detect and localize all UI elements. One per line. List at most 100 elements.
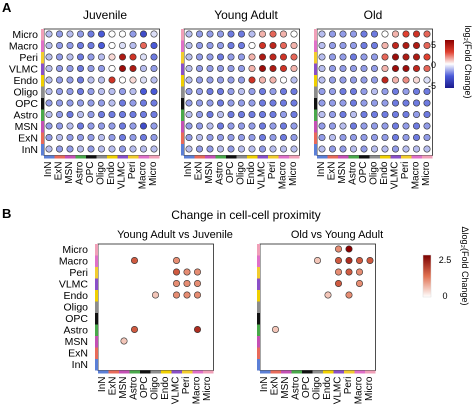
col-color-oligo [236, 155, 247, 159]
heatmap-dot [269, 111, 277, 119]
proximity-dot [334, 245, 342, 253]
row-color-peri [181, 52, 184, 64]
heatmap-dot [87, 145, 95, 153]
heatmap-dot [45, 134, 53, 142]
col-tick-label: VLMC [333, 377, 344, 405]
row-color-endo [314, 75, 317, 87]
heatmap-dot [339, 65, 347, 73]
heatmap-dot [402, 122, 410, 130]
heatmap-dot [318, 122, 326, 130]
heatmap-dot [349, 76, 357, 84]
colorbar-a-label: log₂(Fold Change) [463, 25, 473, 98]
proximity-dot [194, 291, 202, 299]
heatmap-dot [108, 99, 116, 107]
heatmap-dot [402, 99, 410, 107]
heatmap-dot [290, 30, 298, 38]
col-tick-label: Micro [288, 161, 299, 186]
proximity-dot [173, 256, 181, 264]
col-tick-label: VLMC [117, 162, 128, 190]
col-tick-label: Oligo [150, 376, 161, 400]
heatmap-dot [328, 145, 336, 153]
heatmap-dot [108, 134, 116, 142]
col-tick-label: Macro [192, 376, 203, 404]
heatmap-dot [318, 88, 326, 96]
heatmap-dot [370, 76, 378, 84]
heatmap-dot [279, 53, 287, 61]
col-tick-label: Micro [202, 376, 213, 401]
col-tick-label: Endo [322, 376, 333, 400]
proximity-dot [271, 325, 279, 333]
colorbar-a-tick-max: 5 [431, 40, 436, 50]
heatmap-dot [119, 76, 127, 84]
heatmap-dot [318, 41, 326, 49]
row-color-msn [41, 121, 44, 133]
heatmap-dot [339, 99, 347, 107]
col-tick-label: Astro [215, 161, 226, 185]
heatmap-dot [248, 111, 256, 119]
row-color-opc [314, 98, 317, 110]
heatmap-dot [119, 145, 127, 153]
heatmap-dot [269, 41, 277, 49]
heatmap-dot [258, 76, 266, 84]
heatmap-dot [227, 134, 235, 142]
row-tick-label: Oligo [63, 302, 88, 314]
heatmap-dot [360, 111, 368, 119]
col-tick-label: MSN [280, 377, 291, 399]
heatmap-dot [258, 88, 266, 96]
heatmap-dot [66, 145, 74, 153]
heatmap-dot [402, 53, 410, 61]
heatmap-dot [206, 88, 214, 96]
heatmap-dot [206, 122, 214, 130]
heatmap-dot [381, 53, 389, 61]
col-tick-label: Astro [75, 161, 86, 185]
heatmap-dot [290, 122, 298, 130]
heatmap-dot [339, 111, 347, 119]
col-tick-label: Oligo [312, 376, 323, 400]
heatmap-dot [328, 122, 336, 130]
heatmap-dot [129, 99, 137, 107]
heatmap-dot [290, 53, 298, 61]
heatmap-dot [349, 41, 357, 49]
heatmap-dot [206, 76, 214, 84]
heatmap-dot [370, 88, 378, 96]
heatmap-dot [217, 134, 225, 142]
col-color-macro [354, 370, 365, 374]
heatmap-dot [150, 41, 158, 49]
heatmap-dot [238, 30, 246, 38]
row-color-inn [41, 144, 44, 156]
heatmap-dot [87, 30, 95, 38]
heatmap-dot [206, 99, 214, 107]
heatmap-dot [269, 88, 277, 96]
heatmap-dot [140, 145, 148, 153]
heatmap-dot [150, 53, 158, 61]
heatmap-dot [238, 145, 246, 153]
heatmap-dot [55, 88, 63, 96]
heatmap-dot [98, 76, 106, 84]
heatmap-dot [328, 65, 336, 73]
heatmap-dot [412, 65, 420, 73]
heatmap-dot [402, 30, 410, 38]
col-tick-label: InN [97, 377, 108, 393]
row-color-oligo [95, 301, 98, 313]
col-color-endo [323, 370, 334, 374]
col-color-endo [161, 370, 172, 374]
col-tick-label: VLMC [257, 162, 268, 190]
col-color-astro [129, 370, 140, 374]
heatmap-dot [140, 122, 148, 130]
heatmap-dot [87, 65, 95, 73]
heatmap-dot [206, 134, 214, 142]
row-color-inn [181, 144, 184, 156]
col-color-msn [65, 155, 76, 159]
col-color-macro [278, 155, 289, 159]
heatmap-dot [108, 76, 116, 84]
row-tick-label: ExN [68, 348, 88, 360]
heatmap-dot [381, 122, 389, 130]
heatmap-dot [402, 65, 410, 73]
heatmap-dot [391, 99, 399, 107]
col-color-inn [260, 370, 271, 374]
heatmap-dot [150, 122, 158, 130]
col-tick-label: ExN [54, 162, 65, 181]
heatmap-dot [370, 30, 378, 38]
col-color-oligo [150, 370, 161, 374]
